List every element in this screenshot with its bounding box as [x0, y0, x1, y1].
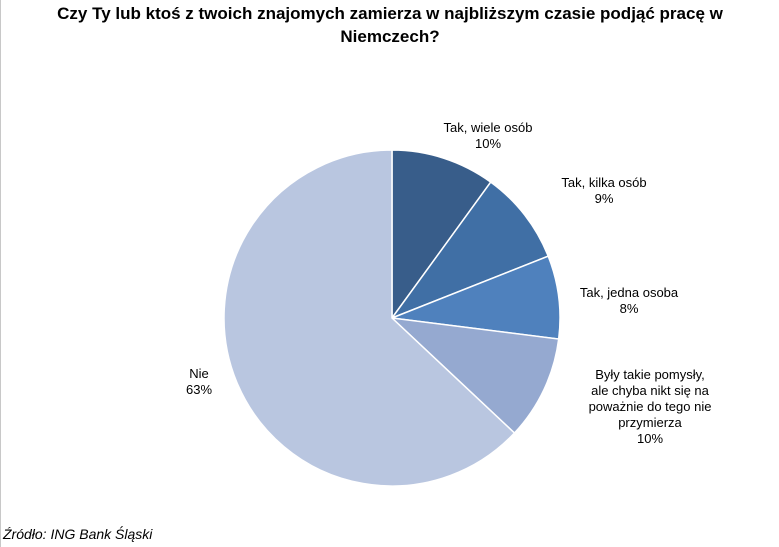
- pie-slices: [223, 149, 561, 487]
- pie-labels: Tak, wiele osób 10% Tak, kilka osób 9% Tak, …: [186, 120, 711, 446]
- source-note: Źródło: ING Bank Śląski: [3, 526, 153, 542]
- chart-title: Czy Ty lub ktoś z twoich znajomych zamie…: [57, 4, 723, 46]
- pie-label-1: Tak, wiele osób 10%: [444, 120, 533, 151]
- pie-slice-4: [389, 316, 560, 435]
- pie-label-4: Były takie pomysły, ale chyba nikt się na…: [589, 367, 712, 446]
- pie-label-2: Tak, kilka osób 9%: [561, 175, 646, 206]
- pie-slice-5: [223, 149, 516, 487]
- pie-label-5: Nie 63%: [186, 366, 212, 397]
- pie-slice-1: [391, 149, 492, 321]
- pie-slice-2: [389, 181, 550, 320]
- left-border: [0, 0, 1, 547]
- pie-label-3: Tak, jedna osoba 8%: [580, 285, 679, 316]
